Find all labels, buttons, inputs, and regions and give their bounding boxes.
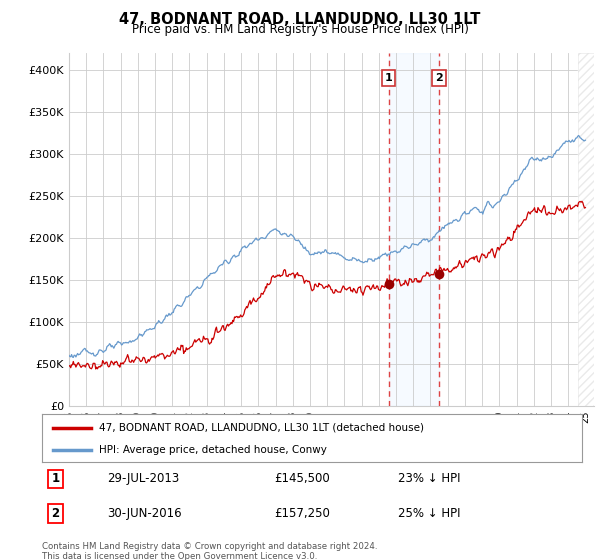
Text: 1: 1 [52,473,59,486]
Text: 47, BODNANT ROAD, LLANDUDNO, LL30 1LT (detached house): 47, BODNANT ROAD, LLANDUDNO, LL30 1LT (d… [98,423,424,433]
Text: £157,250: £157,250 [274,507,330,520]
Text: 1: 1 [385,73,392,83]
Text: 2: 2 [435,73,443,83]
Text: 47, BODNANT ROAD, LLANDUDNO, LL30 1LT: 47, BODNANT ROAD, LLANDUDNO, LL30 1LT [119,12,481,27]
Text: 2: 2 [52,507,59,520]
Text: HPI: Average price, detached house, Conwy: HPI: Average price, detached house, Conw… [98,445,326,455]
Bar [389,53,439,406]
Bar [578,53,594,406]
Text: 29-JUL-2013: 29-JUL-2013 [107,473,179,486]
Text: 23% ↓ HPI: 23% ↓ HPI [398,473,461,486]
Text: Contains HM Land Registry data © Crown copyright and database right 2024.
This d: Contains HM Land Registry data © Crown c… [42,542,377,560]
Text: 25% ↓ HPI: 25% ↓ HPI [398,507,461,520]
Text: 30-JUN-2016: 30-JUN-2016 [107,507,181,520]
Text: Price paid vs. HM Land Registry's House Price Index (HPI): Price paid vs. HM Land Registry's House … [131,23,469,36]
Text: £145,500: £145,500 [274,473,330,486]
Bar [578,53,594,406]
